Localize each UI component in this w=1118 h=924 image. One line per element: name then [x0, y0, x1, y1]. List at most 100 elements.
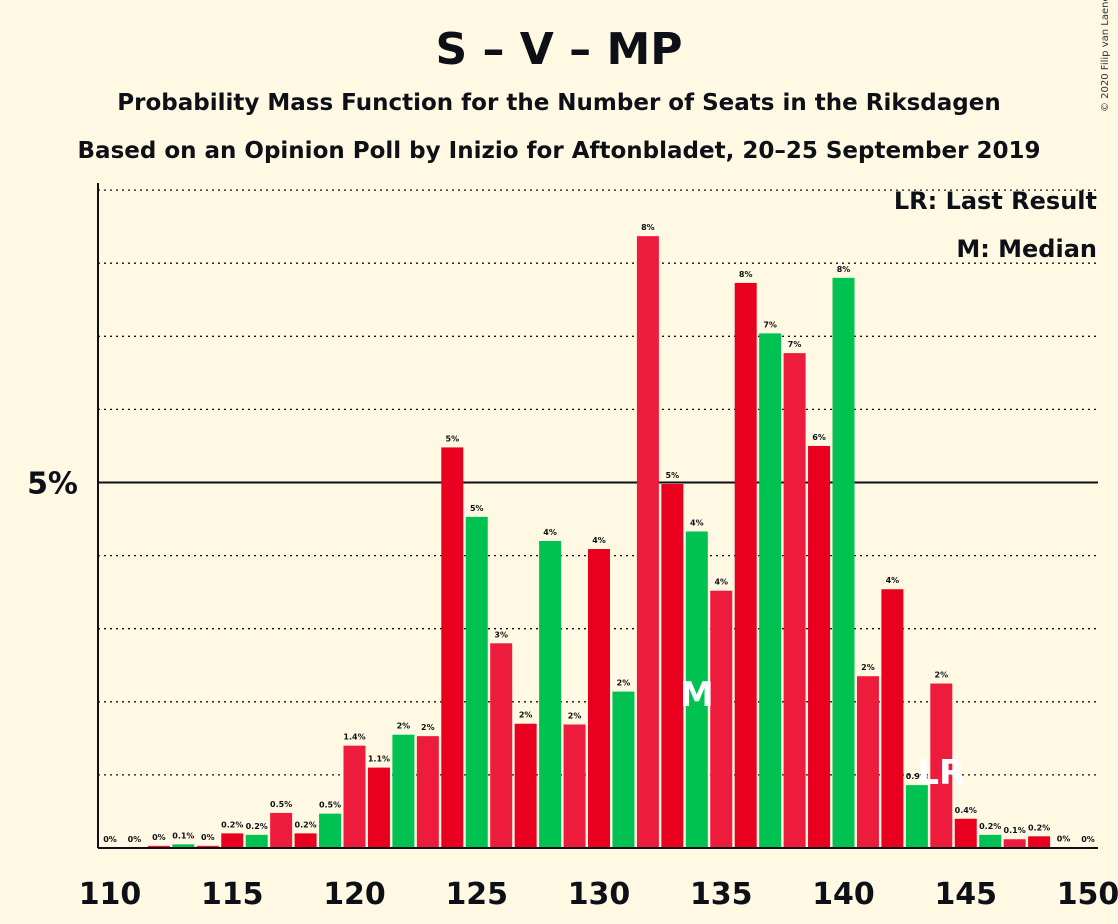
- data-label-seat-116: 0.2%: [246, 822, 268, 831]
- bar-seat-143: [905, 785, 928, 848]
- data-label-seat-145: 0.4%: [955, 806, 977, 815]
- data-label-seat-125: 5%: [470, 504, 484, 513]
- data-label-seat-129: 2%: [568, 711, 582, 720]
- x-tick-label-135: 135: [690, 877, 753, 912]
- last-result-marker: LR: [917, 753, 965, 793]
- data-label-seat-131: 2%: [617, 679, 631, 688]
- x-tick-label-115: 115: [201, 877, 264, 912]
- bar-seat-129: [563, 724, 586, 848]
- bar-seat-115: [221, 833, 244, 848]
- data-label-seat-123: 2%: [421, 723, 435, 732]
- data-label-seat-121: 1.1%: [368, 755, 390, 764]
- bar-seat-140: [832, 277, 855, 848]
- x-tick-labels: 110 115 120 125 130 135 140 145 150: [79, 877, 1118, 912]
- data-label-seat-138: 7%: [788, 340, 802, 349]
- data-label-seat-114: 0%: [201, 833, 215, 842]
- x-tick-label-120: 120: [323, 877, 386, 912]
- x-tick-label-150: 150: [1057, 877, 1118, 912]
- bar-seat-117: [270, 812, 293, 848]
- bar-seat-122: [392, 734, 415, 848]
- data-label-seat-117: 0.5%: [270, 800, 292, 809]
- bar-seat-116: [245, 834, 268, 848]
- data-label-seat-118: 0.2%: [295, 820, 317, 829]
- bar-seat-120: [343, 745, 366, 848]
- bar-seat-145: [954, 818, 977, 848]
- bar-seat-123: [416, 736, 439, 848]
- chart-source-line: Based on an Opinion Poll by Inizio for A…: [77, 138, 1041, 164]
- x-tick-label-145: 145: [934, 877, 997, 912]
- bar-seat-130: [588, 549, 610, 848]
- data-label-seat-126: 3%: [494, 630, 508, 639]
- bar-seat-132: [636, 236, 659, 848]
- bar-seat-124: [441, 447, 464, 848]
- bar-seat-119: [319, 813, 342, 848]
- x-tick-label-130: 130: [568, 877, 631, 912]
- data-labels: 0% 0% 0% 0.1% 0%0.2% 0.2%0.5%0.2%0.5%1.4%1.1%…: [103, 223, 1095, 844]
- bar-seat-133: [661, 483, 684, 848]
- legend-median: M: Median: [956, 235, 1097, 263]
- data-label-seat-141: 2%: [861, 663, 875, 672]
- data-label-seat-144: 2%: [935, 671, 949, 680]
- bars: [147, 236, 1075, 849]
- bar-seat-121: [367, 767, 390, 848]
- data-label-seat-148: 0.2%: [1028, 823, 1050, 832]
- bar-seat-142: [881, 589, 904, 848]
- bar-seat-137: [759, 333, 782, 849]
- bar-seat-139: [808, 445, 831, 848]
- median-marker: M: [680, 675, 714, 715]
- chart-title: S – V – MP: [435, 24, 683, 75]
- data-label-seat-147: 0.1%: [1004, 826, 1026, 835]
- data-label-seat-119: 0.5%: [319, 801, 341, 810]
- bar-seat-141: [856, 676, 879, 848]
- bar-seat-146: [979, 834, 1002, 848]
- bar-seat-147: [1003, 839, 1026, 848]
- data-label-seat-120: 1.4%: [343, 733, 365, 742]
- bar-seat-127: [514, 723, 537, 848]
- data-label-seat-133: 5%: [666, 471, 680, 480]
- bar-seat-113: [172, 844, 195, 848]
- bar-seat-135: [710, 590, 733, 848]
- data-label-seat-127: 2%: [519, 711, 533, 720]
- data-label-seat-139: 6%: [812, 433, 826, 442]
- data-label-seat-122: 2%: [397, 722, 411, 731]
- data-label-seat-137: 7%: [763, 320, 777, 329]
- bar-seat-134: [685, 531, 708, 848]
- data-label-seat-134: 4%: [690, 518, 704, 527]
- data-label-seat-132: 8%: [641, 223, 655, 232]
- x-tick-label-125: 125: [445, 877, 508, 912]
- data-label-seat-135: 4%: [714, 578, 728, 587]
- bar-seat-136: [734, 282, 757, 848]
- data-label-seat-150: 0%: [1081, 835, 1095, 844]
- data-label-seat-142: 4%: [886, 576, 900, 585]
- legend-last-result: LR: Last Result: [894, 187, 1097, 215]
- y-tick-label-5: 5%: [27, 467, 78, 502]
- data-label-seat-149: 0%: [1057, 834, 1071, 843]
- bar-seat-125: [465, 516, 488, 848]
- bar-seat-126: [490, 643, 513, 848]
- bar-seat-138: [783, 353, 806, 848]
- bar-seat-128: [539, 540, 562, 848]
- bar-seat-118: [294, 833, 317, 848]
- bar-seat-148: [1028, 836, 1051, 848]
- x-tick-label-140: 140: [812, 877, 875, 912]
- bar-seat-131: [612, 691, 635, 848]
- data-label-seat-146: 0.2%: [979, 822, 1001, 831]
- data-label-seat-115: 0.2%: [221, 820, 243, 829]
- data-label-seat-113: 0.1%: [172, 831, 194, 840]
- data-label-seat-111: 0%: [128, 835, 142, 844]
- data-label-seat-110: 0%: [103, 835, 117, 844]
- bar-seat-112: [147, 845, 170, 848]
- bar-seat-144: [930, 683, 953, 848]
- data-label-seat-143: 0.9%: [906, 772, 928, 781]
- x-tick-label-110: 110: [79, 877, 142, 912]
- markers: M LR: [680, 675, 965, 793]
- data-label-seat-112: 0%: [152, 833, 166, 842]
- bar-seat-114: [196, 845, 219, 848]
- data-label-seat-124: 5%: [446, 434, 460, 443]
- chart-subtitle: Probability Mass Function for the Number…: [117, 90, 1001, 116]
- data-label-seat-136: 8%: [739, 270, 753, 279]
- data-label-seat-130: 4%: [592, 536, 606, 545]
- data-label-seat-128: 4%: [543, 528, 557, 537]
- data-label-seat-140: 8%: [837, 265, 851, 274]
